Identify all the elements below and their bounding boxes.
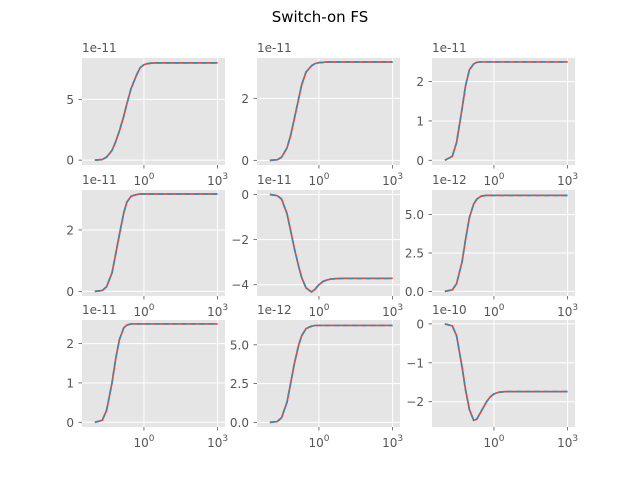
plot-area (257, 58, 400, 165)
plot-area (82, 320, 225, 427)
subplot-9: 100 103 0 −1 −2 1e-10 (406, 303, 578, 450)
y-tick-label: −1 (406, 356, 424, 370)
y-tick-label: 0 (66, 416, 74, 430)
x-tick-label: 100 (133, 434, 154, 450)
y-tick-label: −2 (406, 395, 424, 409)
plot-area (82, 190, 225, 296)
figure-title: Switch-on FS (271, 8, 369, 26)
x-tick-label: 100 (483, 172, 504, 188)
series-line-2 (94, 193, 218, 293)
x-tick-label: 103 (557, 434, 578, 450)
x-tick-label: 103 (207, 434, 228, 450)
y-tick-label: −2 (231, 233, 249, 247)
y-tick-label: 0 (416, 317, 424, 331)
x-tick-label: 103 (207, 303, 228, 319)
x-tick-label: 100 (483, 303, 504, 319)
x-tick-label: 100 (308, 172, 329, 188)
subplot-6: 100 103 0.0 2.5 5.0 1e-12 (405, 173, 578, 319)
y-tick-label: 0 (66, 154, 74, 168)
y-offset-label: 1e-12 (432, 173, 467, 187)
y-offset-label: 1e-11 (432, 41, 467, 55)
x-tick-label: 100 (133, 172, 154, 188)
subplot-4: 100 103 0 2 1e-11 (66, 173, 228, 319)
subplot-1: 100 103 0 5 1e-11 (66, 41, 228, 188)
y-tick-label: 2.5 (405, 246, 424, 260)
series-line-1 (269, 324, 393, 424)
plot-area (82, 58, 225, 165)
y-tick-label: 0 (66, 285, 74, 299)
y-tick-label: −4 (231, 278, 249, 292)
subplot-5: 100 103 0 −2 −4 1e-11 (231, 173, 403, 319)
y-offset-label: 1e-11 (82, 173, 117, 187)
x-tick-label: 103 (382, 172, 403, 188)
x-tick-label: 100 (133, 303, 154, 319)
y-tick-label: 5 (66, 93, 74, 107)
series-line-2 (94, 323, 218, 424)
x-tick-label: 100 (308, 434, 329, 450)
x-tick-label: 103 (557, 303, 578, 319)
plot-area (432, 190, 575, 296)
y-offset-label: 1e-10 (432, 303, 467, 317)
y-tick-label: 5.0 (405, 208, 424, 222)
series-line-2 (444, 323, 568, 422)
x-tick-label: 100 (483, 434, 504, 450)
series-line-2 (94, 62, 218, 161)
y-tick-label: 0 (241, 154, 249, 168)
y-offset-label: 1e-11 (82, 41, 117, 55)
series-line-2 (444, 61, 568, 162)
x-tick-label: 103 (382, 434, 403, 450)
x-tick-label: 103 (557, 172, 578, 188)
y-tick-label: 2.5 (230, 377, 249, 391)
y-offset-label: 1e-12 (257, 303, 292, 317)
x-tick-label: 103 (382, 303, 403, 319)
plot-area (432, 58, 575, 165)
x-tick-label: 100 (308, 303, 329, 319)
y-tick-label: 2 (66, 337, 74, 351)
plot-area (432, 320, 575, 427)
y-tick-label: 0.0 (405, 285, 424, 299)
y-tick-label: 0 (241, 188, 249, 202)
y-tick-label: 1 (66, 376, 74, 390)
subplot-3: 100 103 0 1 2 1e-11 (416, 41, 578, 188)
subplot-8: 100 103 0.0 2.5 5.0 1e-12 (230, 303, 403, 450)
y-tick-label: 0.0 (230, 416, 249, 430)
plot-area (257, 320, 400, 427)
series-line-2 (269, 61, 393, 162)
subplot-2: 100 103 0 2 1e-11 (241, 41, 403, 188)
y-offset-label: 1e-11 (82, 303, 117, 317)
series-line-1 (444, 194, 568, 293)
x-tick-label: 103 (207, 172, 228, 188)
series-line-2 (269, 193, 393, 293)
y-tick-label: 2 (66, 223, 74, 237)
y-tick-label: 5.0 (230, 338, 249, 352)
y-tick-label: 2 (416, 75, 424, 89)
y-tick-label: 1 (416, 114, 424, 128)
subplot-7: 100 103 0 1 2 1e-11 (66, 303, 228, 450)
y-tick-label: 2 (241, 92, 249, 106)
y-tick-label: 0 (416, 154, 424, 168)
y-offset-label: 1e-11 (257, 41, 292, 55)
y-offset-label: 1e-11 (257, 173, 292, 187)
